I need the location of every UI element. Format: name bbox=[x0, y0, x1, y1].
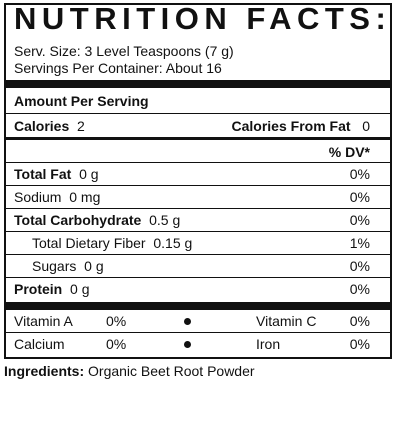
calories-label: Calories bbox=[14, 118, 70, 134]
divider bbox=[6, 332, 390, 333]
vitamin-a-label: Vitamin A bbox=[14, 313, 73, 329]
vitamin-a-dv: 0% bbox=[106, 313, 127, 329]
calories-value: 2 bbox=[77, 118, 85, 134]
calcium-label: Calcium bbox=[14, 336, 65, 352]
nutrient-amount: 0.5 g bbox=[149, 212, 181, 228]
nutrient-amount: 0 g bbox=[79, 166, 99, 182]
calories-from-fat-label: Calories From Fat bbox=[231, 118, 351, 134]
ingredients-line: Ingredients: Organic Beet Root Powder bbox=[4, 363, 255, 379]
dv-header: % DV* bbox=[328, 144, 370, 160]
divider bbox=[6, 254, 390, 255]
nutrient-dv: 0% bbox=[349, 189, 370, 205]
nutrient-amount: 0 g bbox=[70, 281, 90, 297]
nutrient-label: Total Dietary Fiber bbox=[32, 235, 146, 251]
serving-size: Serv. Size: 3 Level Teaspoons (7 g) bbox=[14, 43, 234, 59]
servings-per-container: Servings Per Container: About 16 bbox=[14, 60, 222, 76]
ingredients-label: Ingredients: bbox=[4, 363, 85, 379]
nutrient-amount: 0.15 g bbox=[153, 235, 193, 251]
nutrient-dv: 0% bbox=[349, 212, 370, 228]
amount-per-serving-label: Amount Per Serving bbox=[14, 93, 149, 109]
nutrient-label: Sugars bbox=[32, 258, 77, 274]
separator-dot bbox=[184, 341, 191, 348]
divider bbox=[6, 113, 390, 114]
nutrient-dv: 0% bbox=[349, 281, 370, 297]
nutrient-amount: 0 mg bbox=[69, 189, 101, 205]
divider bbox=[6, 208, 390, 209]
divider bbox=[6, 162, 390, 163]
nutrient-label: Sodium bbox=[14, 189, 62, 205]
divider bbox=[6, 185, 390, 186]
nutrient-amount: 0 g bbox=[84, 258, 104, 274]
nutrient-dv: 0% bbox=[349, 258, 370, 274]
nutrient-label: Protein bbox=[14, 281, 63, 297]
vitamin-c-label: Vitamin C bbox=[256, 313, 317, 329]
divider bbox=[6, 277, 390, 278]
iron-label: Iron bbox=[256, 336, 281, 352]
medium-divider bbox=[6, 137, 390, 140]
calories-from-fat-value: 0 bbox=[362, 118, 370, 134]
iron-dv: 0% bbox=[349, 336, 370, 352]
nutrition-facts-panel: NUTRITION FACTS: Serv. Size: 3 Level Tea… bbox=[4, 1, 392, 359]
thick-divider bbox=[6, 302, 390, 310]
nutrient-dv: 1% bbox=[349, 235, 370, 251]
calcium-dv: 0% bbox=[106, 336, 127, 352]
thick-divider bbox=[6, 80, 390, 88]
vitamin-c-dv: 0% bbox=[349, 313, 370, 329]
nutrient-label: Total Fat bbox=[14, 166, 72, 182]
nutrient-label: Total Carbohydrate bbox=[14, 212, 142, 228]
nutrient-dv: 0% bbox=[349, 166, 370, 182]
panel-title: NUTRITION FACTS: bbox=[14, 1, 392, 36]
divider bbox=[6, 231, 390, 232]
separator-dot bbox=[184, 318, 191, 325]
ingredients-text: Organic Beet Root Powder bbox=[88, 363, 255, 379]
